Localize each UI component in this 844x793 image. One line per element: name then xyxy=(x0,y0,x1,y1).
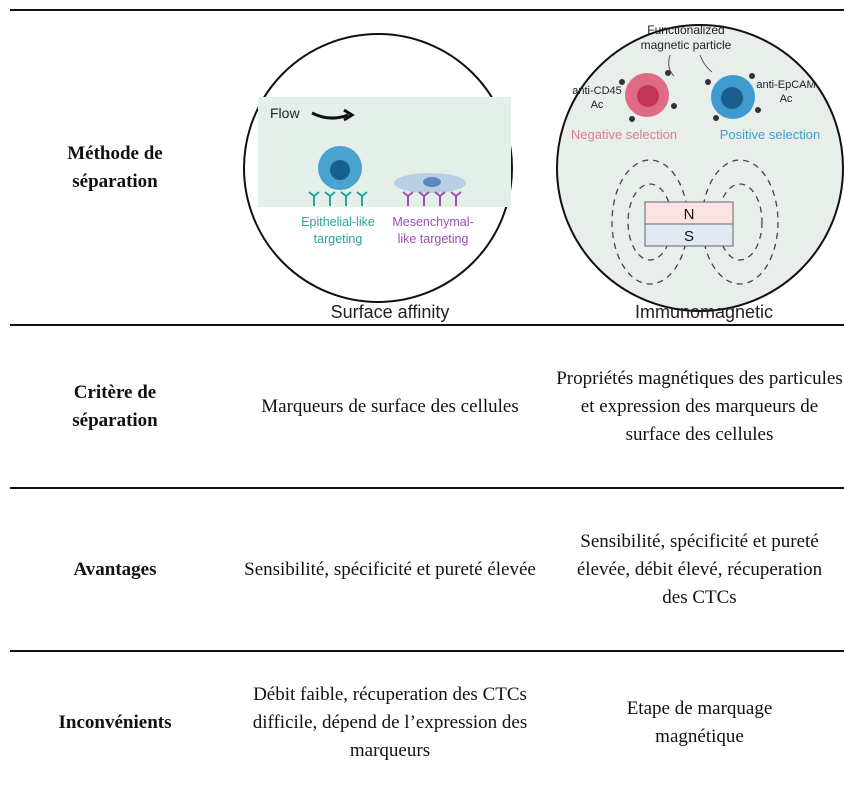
cell: Débit faible, récuperation des CTCs diff… xyxy=(230,652,550,793)
cell: Sensibilité, spécificité et pureté élevé… xyxy=(230,489,550,650)
cell-icon xyxy=(423,177,441,187)
cell: Propriétés magnétiques des particules et… xyxy=(555,326,844,487)
label: anti-EpCAM xyxy=(756,79,815,91)
label: S xyxy=(684,228,694,245)
cell: Sensibilité, spécificité et pureté élevé… xyxy=(555,489,844,650)
caption: Surface affinity xyxy=(331,302,450,322)
caption: Immunomagnetic xyxy=(635,302,773,322)
label: Ac xyxy=(591,99,604,111)
cell-icon xyxy=(637,85,659,107)
row-label: Méthode de séparation xyxy=(20,60,210,276)
cell-text: Propriétés magnétiques des particules et… xyxy=(556,367,843,445)
rule xyxy=(10,9,844,11)
cell-text: Sensibilité, spécificité et pureté élevé… xyxy=(244,558,536,580)
rule xyxy=(10,487,844,489)
particles xyxy=(619,70,761,122)
cell-text: Débit faible, récuperation des CTCs diff… xyxy=(252,683,528,761)
cell-icon xyxy=(330,160,350,180)
label: Functionalized xyxy=(647,23,724,37)
row-label-text: Avantages xyxy=(73,558,157,580)
label: Positive selection xyxy=(720,127,820,142)
label: N xyxy=(684,206,695,223)
flow-label: Flow xyxy=(270,105,300,121)
label: targeting xyxy=(314,232,363,246)
circle xyxy=(556,24,844,312)
label: anti-CD45 xyxy=(572,85,622,97)
row-label-text: Inconvénients xyxy=(58,711,172,733)
label: Ac xyxy=(780,93,793,105)
label: magnetic particle xyxy=(641,38,732,52)
label: like targeting xyxy=(398,232,469,246)
row-label-text: Méthode de séparation xyxy=(67,143,163,192)
cell-icon xyxy=(721,87,743,109)
receptors xyxy=(308,191,368,206)
magnet-south xyxy=(644,223,734,247)
label: Epithelial-like xyxy=(301,215,375,229)
cell-text: Etape de marquage magnétique xyxy=(626,697,773,747)
row-label-text: Critère de séparation xyxy=(72,381,158,431)
flow-channel xyxy=(258,97,511,207)
receptors xyxy=(402,191,462,206)
arrow xyxy=(311,111,349,120)
method-illustrations: Flow Epithelial-like targeting Mesenchym… xyxy=(243,23,844,322)
cell-text: Sensibilité, spécificité et pureté élevé… xyxy=(576,530,823,608)
cell-text: Marqueurs de surface des cellules xyxy=(261,395,519,417)
row-label: Critère de séparation xyxy=(20,326,210,487)
row-label: Inconvénients xyxy=(20,652,210,793)
label: Negative selection xyxy=(571,127,677,142)
row-label: Avantages xyxy=(20,489,210,650)
arrow xyxy=(343,108,355,122)
rule xyxy=(10,650,844,652)
pointer xyxy=(668,54,713,77)
rule xyxy=(10,324,844,326)
label: Mesenchymal- xyxy=(392,215,473,229)
cell: Etape de marquage magnétique xyxy=(555,652,844,793)
cell: Marqueurs de surface des cellules xyxy=(230,326,550,487)
